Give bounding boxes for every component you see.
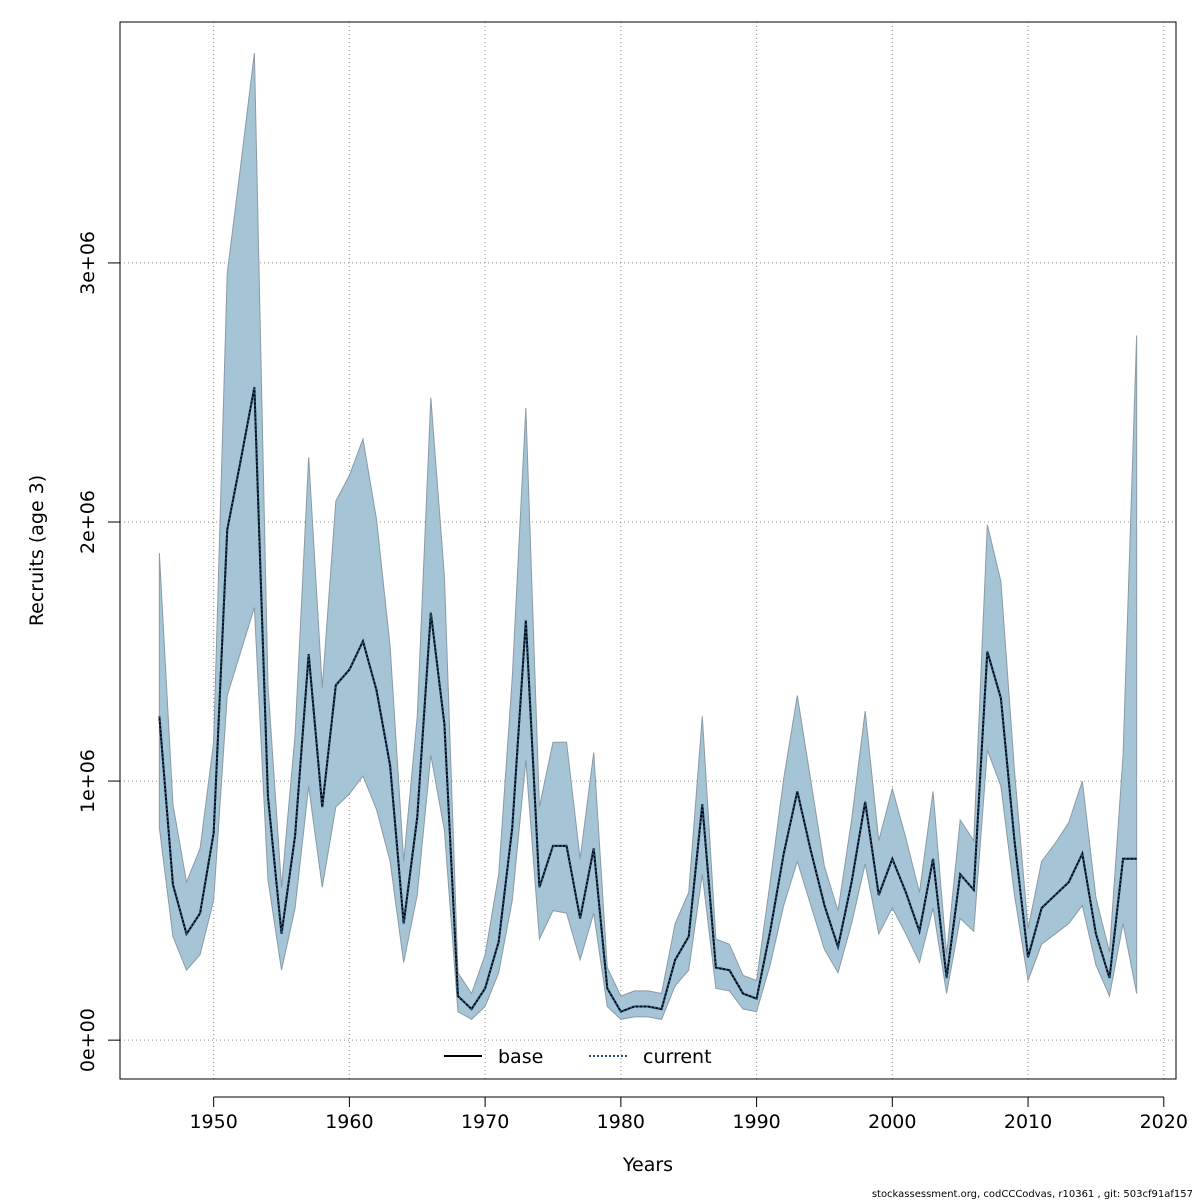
x-tick-label-2000: 2000 bbox=[868, 1111, 916, 1133]
x-axis: 1950 1960 1970 1980 1990 2000 2010 2020 bbox=[189, 1096, 1188, 1133]
confidence-band-layer bbox=[158, 53, 1138, 1021]
y-axis: 0e+00 1e+06 2e+06 3e+06 bbox=[77, 231, 121, 1072]
confidence-band bbox=[158, 53, 1138, 1021]
footnote: stockassessment.org, codCCCodvas, r10361… bbox=[872, 1189, 1193, 1200]
y-tick-label-2e+06: 2e+06 bbox=[77, 490, 99, 554]
x-tick-label-1970: 1970 bbox=[461, 1111, 509, 1133]
legend-current-label: current bbox=[643, 1046, 712, 1068]
legend: base current bbox=[444, 1046, 712, 1068]
x-tick-label-1960: 1960 bbox=[325, 1111, 373, 1133]
y-axis-title: Recruits (age 3) bbox=[26, 475, 48, 626]
y-tick-label-3e+06: 3e+06 bbox=[77, 231, 99, 295]
x-tick-label-2020: 2020 bbox=[1140, 1111, 1188, 1133]
x-tick-label-1980: 1980 bbox=[597, 1111, 645, 1133]
x-axis-title: Years bbox=[622, 1154, 673, 1176]
x-tick-label-2010: 2010 bbox=[1004, 1111, 1052, 1133]
x-tick-label-1990: 1990 bbox=[732, 1111, 780, 1133]
x-tick-label-1950: 1950 bbox=[189, 1111, 237, 1133]
y-tick-label-1e+06: 1e+06 bbox=[77, 749, 99, 813]
series-lines bbox=[158, 387, 1137, 1013]
legend-base-label: base bbox=[498, 1046, 543, 1068]
y-tick-label-0e+00: 0e+00 bbox=[77, 1008, 99, 1072]
series-line-current bbox=[158, 387, 1137, 1013]
